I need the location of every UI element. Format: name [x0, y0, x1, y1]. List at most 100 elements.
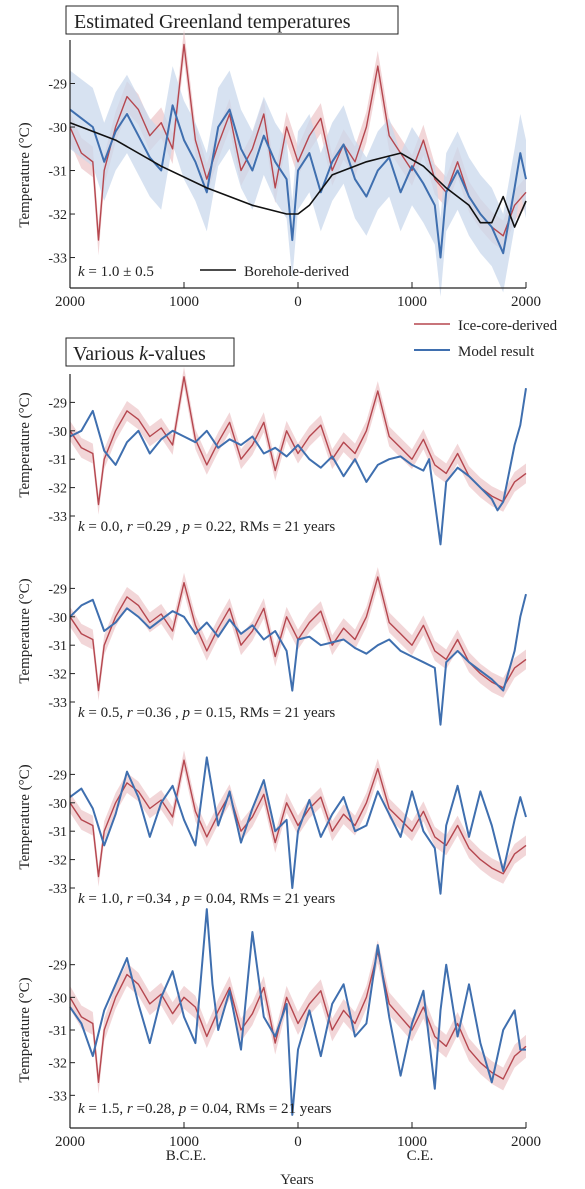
line-top-borehole	[69, 121, 527, 228]
annotation-k15-part-1: = 1.5,	[85, 1101, 127, 1117]
mid-title-pre: Various	[73, 343, 139, 365]
era-ce: C.E.	[407, 1148, 434, 1164]
mid-title-k: k	[139, 343, 149, 365]
annotation-k0-part-0: k	[78, 519, 85, 535]
line-k0-model	[69, 388, 527, 546]
annotation-k15: k = 1.5, r =0.28, p = 0.04, RMs = 21 yea…	[78, 1101, 332, 1117]
annotation-k10-part-0: k	[78, 891, 85, 907]
annotation-k10: k = 1.0, r =0.34 , p = 0.04, RMs = 21 ye…	[78, 891, 335, 907]
annotation-k10-part-3: =0.34 ,	[133, 891, 183, 907]
legend-model: Model result	[458, 344, 535, 360]
line-k15-icecore	[69, 950, 527, 1083]
panel-k15: -29 -30 -31 -32 -33 Temperature (°C) 2000 1000 0…	[17, 908, 541, 1150]
ylabel-k15: Temperature (°C)	[17, 977, 33, 1082]
xtick-label-top-2: 0	[294, 294, 302, 310]
annotation-k15-part-5: = 0.04, RMs = 21 years	[186, 1101, 331, 1117]
panel-top: -29 -30 -31 -32 -33 Temperature (°C) 2000 1000 0…	[17, 29, 541, 310]
xtick-label-k15-1: 1000	[169, 1134, 199, 1150]
annotation-k05-part-5: = 0.15, RMs = 21 years	[190, 705, 335, 721]
ytick-label-top-4: -33	[48, 252, 67, 267]
panel-k05: -29 -30 -31 -32 -33 Temperature (°C) k = 0.5, …	[17, 567, 527, 726]
ytick-label-k15-2: -31	[48, 1024, 67, 1039]
ytick-label-k0-0: -29	[48, 396, 67, 411]
ytick-label-k10-4: -33	[48, 882, 67, 897]
ytick-label-k0-1: -30	[48, 425, 67, 440]
annotation-k15-part-0: k	[78, 1101, 85, 1117]
ytick-label-k15-4: -33	[48, 1089, 67, 1104]
era-bce: B.C.E.	[166, 1148, 206, 1164]
line-k10-model	[69, 756, 527, 895]
annotation-k0-part-5: = 0.22, RMs = 21 years	[190, 519, 335, 535]
annotation-k10-part-2: r	[127, 891, 133, 907]
annotation-k10-part-5: = 0.04, RMs = 21 years	[190, 891, 335, 907]
line-top-model	[69, 104, 527, 259]
annotation-k0-part-3: =0.29 ,	[133, 519, 183, 535]
band-k10-icecore	[70, 750, 526, 887]
legend-borehole: Borehole-derived	[244, 264, 349, 280]
ytick-label-top-3: -32	[48, 208, 67, 223]
ytick-label-k15-0: -29	[48, 959, 67, 974]
xtick-label-top-1: 1000	[169, 294, 199, 310]
annotation-k05-part-1: = 0.5,	[85, 705, 127, 721]
top-title-box	[65, 5, 399, 35]
ytick-label-k05-4: -33	[48, 696, 67, 711]
mid-title-box	[65, 337, 235, 367]
annotation-k05-part-4: p	[181, 705, 190, 721]
ytick-label-k05-0: -29	[48, 582, 67, 597]
ytick-label-k10-0: -29	[48, 768, 67, 783]
ytick-label-k0-2: -31	[48, 453, 67, 468]
mid-title: Various k-values	[73, 343, 206, 365]
panel-k0: -29 -30 -31 -32 -33 Temperature (°C) k = 0.0, …	[17, 366, 527, 546]
annotation-k15-part-3: =0.28,	[133, 1101, 179, 1117]
band-k15-icecore	[70, 940, 526, 1094]
ytick-label-k15-3: -32	[48, 1057, 67, 1072]
annotation-k10-part-1: = 1.0,	[85, 891, 127, 907]
xtick-label-k15-4: 2000	[511, 1134, 541, 1150]
ytick-label-k0-4: -33	[48, 510, 67, 525]
xtick-label-k15-0: 2000	[55, 1134, 85, 1150]
x-axis-title: Years	[280, 1172, 314, 1188]
xtick-label-k15-3: 1000	[397, 1134, 427, 1150]
annotation-k15-part-4: p	[178, 1101, 187, 1117]
line-k10-icecore	[69, 759, 527, 878]
annotation-k05-part-2: r	[127, 705, 133, 721]
mid-title-post: -values	[148, 343, 206, 365]
line-k0-icecore	[69, 376, 527, 506]
ytick-label-k05-3: -32	[48, 668, 67, 683]
annotation-k0-part-2: r	[127, 519, 133, 535]
annotation-top-part-0: k	[78, 264, 85, 280]
annotation-top: k = 1.0 ± 0.5	[78, 264, 154, 280]
annotation-k05-part-0: k	[78, 705, 85, 721]
xtick-label-top-4: 2000	[511, 294, 541, 310]
ytick-label-k05-1: -30	[48, 611, 67, 626]
ytick-label-k10-2: -31	[48, 825, 67, 840]
annotation-k15-part-2: r	[127, 1101, 133, 1117]
ytick-label-k10-1: -30	[48, 797, 67, 812]
annotation-k05-part-3: =0.36 ,	[133, 705, 183, 721]
top-title: Estimated Greenland temperatures	[74, 11, 351, 33]
annotation-k10-part-4: p	[181, 891, 190, 907]
ytick-label-k15-1: -30	[48, 991, 67, 1006]
ylabel-top: Temperature (°C)	[17, 122, 33, 227]
ytick-label-top-2: -31	[48, 165, 67, 180]
annotation-k05: k = 0.5, r =0.36 , p = 0.15, RMs = 21 ye…	[78, 705, 335, 721]
ylabel-k0: Temperature (°C)	[17, 392, 33, 497]
ytick-label-k10-3: -32	[48, 854, 67, 869]
ylabel-k10: Temperature (°C)	[17, 764, 33, 869]
legend-icecore: Ice-core-derived	[458, 318, 558, 334]
ytick-label-top-0: -29	[48, 78, 67, 93]
annotation-top-part-1: = 1.0 ± 0.5	[85, 264, 154, 280]
annotation-k0: k = 0.0, r =0.29 , p = 0.22, RMs = 21 ye…	[78, 519, 335, 535]
ytick-label-k0-3: -32	[48, 482, 67, 497]
annotation-k0-part-1: = 0.0,	[85, 519, 127, 535]
ytick-label-top-1: -30	[48, 121, 67, 136]
ytick-label-k05-2: -31	[48, 639, 67, 654]
xtick-label-top-0: 2000	[55, 294, 85, 310]
band-k0-icecore	[70, 366, 526, 515]
band-k05-icecore	[70, 567, 526, 701]
ylabel-k05: Temperature (°C)	[17, 578, 33, 683]
panel-k10: -29 -30 -31 -32 -33 Temperature (°C) k = 1.0, …	[17, 750, 527, 907]
xtick-label-k15-2: 0	[294, 1134, 302, 1150]
annotation-k0-part-4: p	[181, 519, 190, 535]
